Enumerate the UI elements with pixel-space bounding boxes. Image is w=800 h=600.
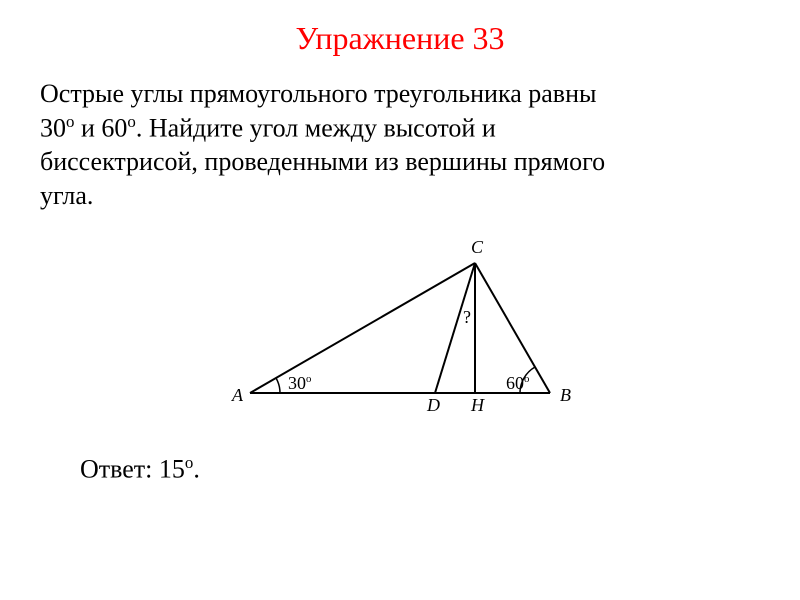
exercise-title: Упражнение 33 bbox=[0, 0, 800, 57]
svg-text:?: ? bbox=[463, 307, 471, 327]
svg-text:B: B bbox=[560, 385, 571, 405]
problem-angle1: 30 bbox=[40, 113, 66, 142]
svg-text:A: A bbox=[231, 385, 244, 405]
problem-line4: угла. bbox=[40, 181, 93, 210]
diagram-container: A B C D H 30o 60o? bbox=[0, 223, 800, 433]
triangle-diagram: A B C D H 30o 60o? bbox=[210, 233, 590, 433]
answer-section: Ответ: 15о. bbox=[0, 433, 800, 495]
svg-text:30o: 30o bbox=[288, 373, 311, 393]
svg-text:C: C bbox=[471, 237, 484, 257]
problem-line1: Острые углы прямоугольного треугольника … bbox=[40, 79, 596, 108]
degree-symbol: о bbox=[127, 112, 135, 131]
problem-line2-end: . Найдите угол между высотой и bbox=[136, 113, 496, 142]
problem-line3: биссектрисой, проведенными из вершины пр… bbox=[40, 147, 605, 176]
answer-label: Ответ: bbox=[80, 455, 152, 484]
svg-text:H: H bbox=[470, 395, 485, 415]
answer-suffix: . bbox=[193, 455, 200, 484]
problem-and: и 60 bbox=[74, 113, 127, 142]
problem-statement: Острые углы прямоугольного треугольника … bbox=[0, 57, 800, 223]
svg-text:60o: 60o bbox=[506, 373, 529, 393]
svg-text:D: D bbox=[426, 395, 440, 415]
answer-value: 15 bbox=[152, 455, 185, 484]
